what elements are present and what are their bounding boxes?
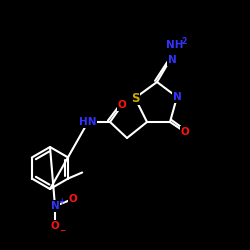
Text: S: S	[131, 92, 139, 104]
Text: 2: 2	[182, 36, 186, 46]
Text: N: N	[168, 55, 176, 65]
Text: N: N	[50, 201, 59, 211]
Text: HN: HN	[79, 117, 97, 127]
Text: O: O	[50, 221, 59, 231]
Text: +: +	[58, 196, 64, 205]
Text: NH: NH	[166, 40, 184, 50]
Text: N: N	[172, 92, 182, 102]
Text: −: −	[59, 226, 65, 235]
Text: O: O	[68, 194, 78, 204]
Text: O: O	[180, 127, 190, 137]
Text: O: O	[118, 100, 126, 110]
